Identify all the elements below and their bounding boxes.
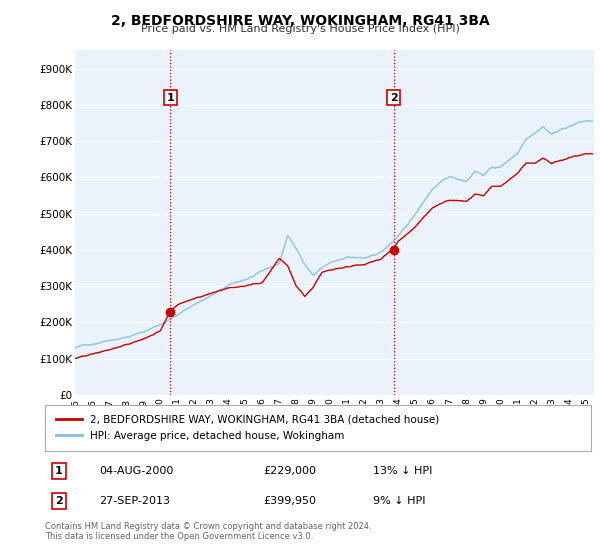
Text: £229,000: £229,000 — [263, 466, 316, 476]
Text: 04-AUG-2000: 04-AUG-2000 — [100, 466, 174, 476]
Text: 13% ↓ HPI: 13% ↓ HPI — [373, 466, 432, 476]
Text: Price paid vs. HM Land Registry's House Price Index (HPI): Price paid vs. HM Land Registry's House … — [140, 24, 460, 34]
Text: 2: 2 — [390, 92, 398, 102]
Text: 1: 1 — [55, 466, 62, 476]
Text: 27-SEP-2013: 27-SEP-2013 — [100, 496, 170, 506]
Text: 2: 2 — [55, 496, 62, 506]
Legend: 2, BEDFORDSHIRE WAY, WOKINGHAM, RG41 3BA (detached house), HPI: Average price, d: 2, BEDFORDSHIRE WAY, WOKINGHAM, RG41 3BA… — [56, 415, 439, 441]
Text: 2, BEDFORDSHIRE WAY, WOKINGHAM, RG41 3BA: 2, BEDFORDSHIRE WAY, WOKINGHAM, RG41 3BA — [110, 14, 490, 28]
Text: 9% ↓ HPI: 9% ↓ HPI — [373, 496, 425, 506]
Text: Contains HM Land Registry data © Crown copyright and database right 2024.
This d: Contains HM Land Registry data © Crown c… — [45, 522, 371, 542]
Text: 1: 1 — [166, 92, 174, 102]
Text: £399,950: £399,950 — [263, 496, 316, 506]
